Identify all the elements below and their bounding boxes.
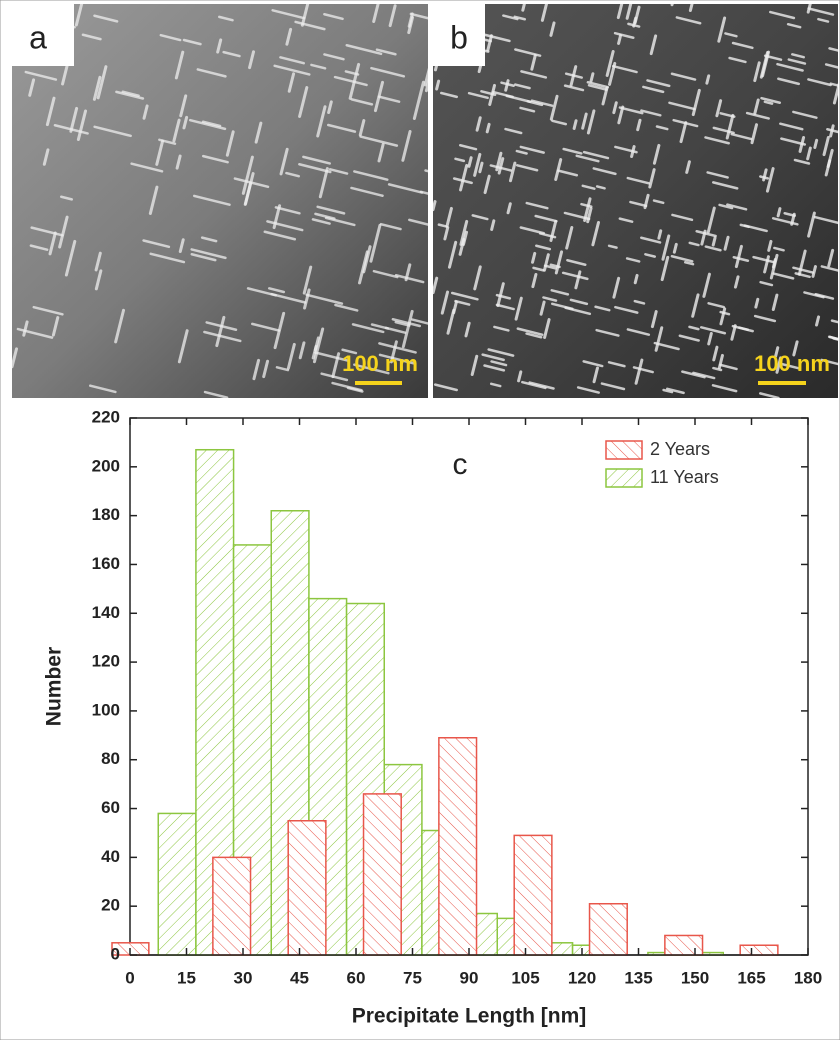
- precipitate: [778, 209, 780, 216]
- x-tick-label: 15: [177, 968, 196, 987]
- x-tick-label: 105: [511, 968, 539, 987]
- x-tick-label: 180: [794, 968, 822, 987]
- y-tick-label: 160: [92, 554, 120, 573]
- precipitate: [433, 202, 435, 210]
- y-tick-label: 60: [101, 798, 120, 817]
- precipitate: [487, 124, 489, 132]
- bar: [213, 857, 251, 955]
- panel-label: a: [29, 19, 47, 55]
- x-tick-label: 165: [737, 968, 765, 987]
- y-tick-label: 200: [92, 456, 120, 475]
- x-tick-label: 90: [460, 968, 479, 987]
- bar: [665, 935, 703, 955]
- y-tick-label: 220: [92, 407, 120, 426]
- precipitate: [492, 221, 494, 230]
- precipitate: [619, 35, 621, 43]
- precipitate: [817, 317, 819, 325]
- bar: [158, 813, 196, 955]
- y-axis-label: Number: [43, 647, 66, 726]
- precipitate: [591, 74, 593, 81]
- legend-label: 11 Years: [650, 467, 719, 487]
- bar: [514, 835, 552, 955]
- legend-swatch: [606, 469, 642, 487]
- bar: [740, 945, 778, 955]
- precipitate: [437, 81, 439, 89]
- precipitate: [674, 244, 676, 252]
- x-tick-label: 30: [234, 968, 253, 987]
- bar: [288, 821, 326, 955]
- y-tick-label: 40: [101, 847, 120, 866]
- y-tick-label: 120: [92, 652, 120, 671]
- bar: [364, 794, 402, 955]
- x-tick-label: 0: [125, 968, 134, 987]
- x-tick-label: 150: [681, 968, 709, 987]
- scale-bar-label: 100 nm: [754, 351, 830, 376]
- x-tick-label: 120: [568, 968, 596, 987]
- annotation: c: [453, 448, 468, 481]
- precipitate: [439, 225, 446, 227]
- precipitate: [765, 102, 772, 104]
- y-tick-label: 0: [111, 944, 120, 963]
- precipitate: [635, 275, 637, 282]
- precipitate: [659, 231, 661, 238]
- precipitate: [469, 158, 471, 167]
- precipitate: [574, 121, 576, 129]
- x-tick-label: 75: [403, 968, 422, 987]
- legend-label: 2 Years: [650, 439, 710, 459]
- precipitate: [707, 76, 709, 83]
- x-tick-label: 135: [624, 968, 652, 987]
- scale-bar-label: 100 nm: [342, 351, 418, 376]
- bar: [439, 738, 477, 955]
- precipitate: [480, 163, 482, 172]
- x-axis-label: Precipitate Length [nm]: [352, 1005, 587, 1028]
- figure: a b 100 nm 100 nm 0 20 40 60 80 100 120 140 160 1…: [0, 0, 840, 1040]
- y-tick-label: 80: [101, 749, 120, 768]
- y-tick-label: 100: [92, 700, 120, 719]
- precipitate: [815, 140, 817, 147]
- y-tick-label: 180: [92, 505, 120, 524]
- y-tick-label: 140: [92, 603, 120, 622]
- x-tick-label: 60: [347, 968, 366, 987]
- precipitate: [756, 299, 758, 307]
- panel-label: b: [450, 19, 468, 55]
- legend-swatch: [606, 441, 642, 459]
- x-tick-label: 45: [290, 968, 309, 987]
- bar: [590, 904, 628, 955]
- precipitate: [713, 238, 715, 245]
- y-tick-label: 20: [101, 896, 120, 915]
